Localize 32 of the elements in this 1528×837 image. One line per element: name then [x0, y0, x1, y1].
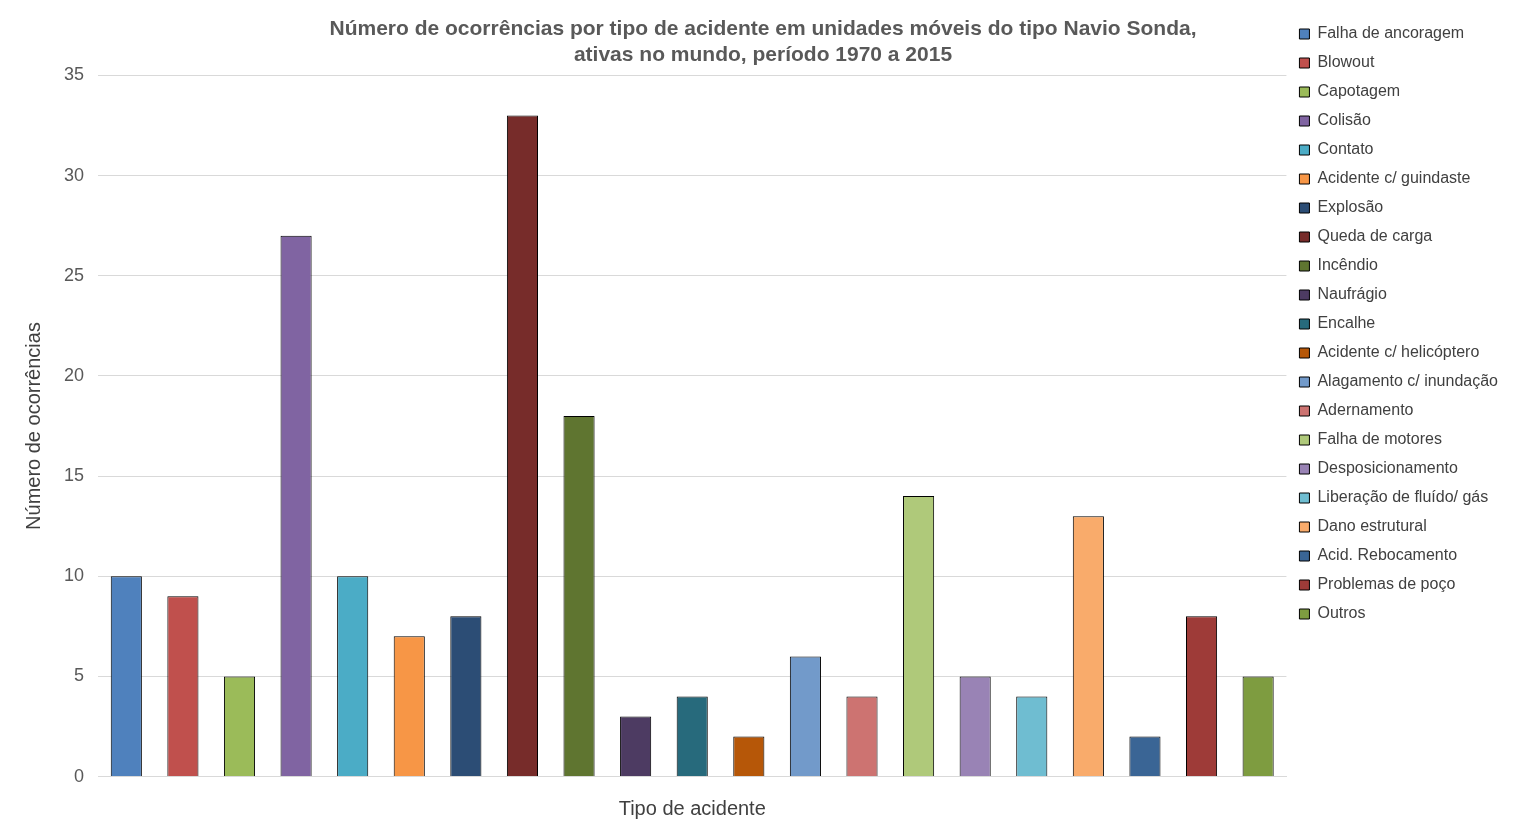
- legend-label: Falha de ancoragem: [1317, 24, 1465, 42]
- legend-label: Outros: [1317, 604, 1366, 622]
- legend-label: Dano estrutural: [1317, 517, 1427, 535]
- legend-label: Colisão: [1317, 111, 1371, 129]
- y-tick-label: 5: [74, 665, 85, 686]
- x-axis-title: Tipo de acidente: [618, 796, 766, 819]
- legend-label: Capotagem: [1317, 82, 1401, 100]
- legend-label: Incêndio: [1317, 256, 1379, 274]
- y-tick-label: 20: [63, 364, 85, 385]
- legend-label: Contato: [1317, 140, 1374, 158]
- legend-label: Adernamento: [1317, 401, 1414, 419]
- legend-label: Queda de carga: [1317, 227, 1433, 245]
- legend-label: Explosão: [1317, 198, 1384, 216]
- y-tick-label: 25: [63, 264, 85, 285]
- y-tick-label: 0: [74, 765, 85, 786]
- y-axis-title: Número de ocorrências: [21, 322, 44, 530]
- legend-label: Problemas de poço: [1317, 575, 1456, 593]
- chart-title: Número de ocorrências por tipo de acidente em unidades móveis do tipo Navio Sonda, ativas no mundo, período 1970 a 2015: [329, 16, 1197, 65]
- y-tick-label: 15: [63, 465, 85, 486]
- legend-label: Desposicionamento: [1317, 459, 1459, 477]
- y-tick-label: 35: [63, 64, 85, 85]
- legend-label: Encalhe: [1317, 314, 1376, 332]
- y-tick-label: 30: [63, 164, 85, 185]
- legend-label: Acidente c/ guindaste: [1317, 169, 1471, 187]
- legend-label: Acidente c/ helicóptero: [1317, 343, 1480, 361]
- legend-label: Liberação de fluído/ gás: [1317, 488, 1489, 506]
- legend-label: Falha de motores: [1317, 430, 1442, 448]
- legend-label: Acid. Rebocamento: [1317, 546, 1458, 564]
- y-tick-label: 10: [63, 565, 85, 586]
- legend-label: Alagamento c/ inundação: [1317, 372, 1499, 390]
- legend-label: Blowout: [1317, 53, 1375, 71]
- legend-label: Naufrágio: [1317, 285, 1387, 303]
